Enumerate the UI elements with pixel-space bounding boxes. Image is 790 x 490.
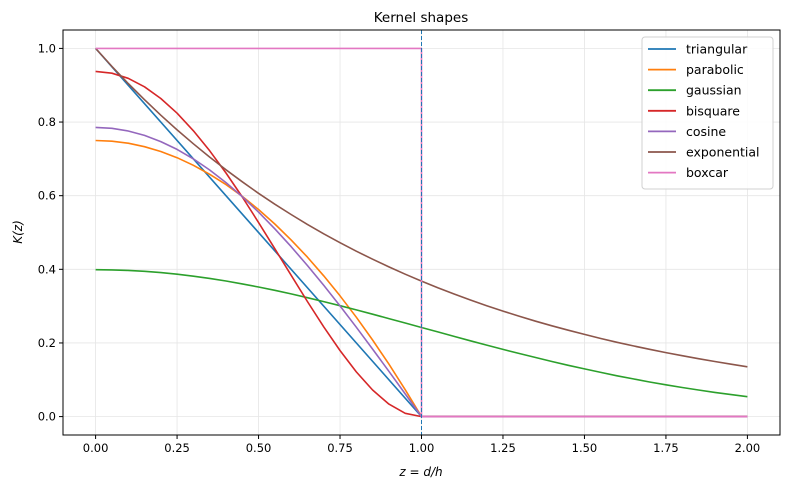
x-tick-label: 2.00 [735, 441, 761, 455]
y-tick-label: 0.8 [38, 115, 56, 129]
legend-label-boxcar: boxcar [686, 165, 729, 180]
x-tick-label: 0.25 [164, 441, 190, 455]
y-axis-label: K(z) [11, 220, 25, 244]
legend-label-cosine: cosine [686, 124, 726, 139]
x-tick-label: 1.75 [653, 441, 679, 455]
y-tick-label: 0.4 [38, 262, 56, 276]
x-tick-label: 0.00 [83, 441, 109, 455]
y-tick-label: 1.0 [38, 41, 56, 55]
legend: triangular parabolic gaussian bisquare cosin… [641, 36, 774, 190]
x-ticks: 0.00 0.25 0.50 0.75 1.00 1.25 1.50 1.75 2.00 [83, 435, 760, 455]
series-line-boxcar [95, 47, 748, 418]
y-ticks: 0.0 0.2 0.4 0.6 0.8 1.0 [38, 41, 63, 424]
x-tick-label: 1.50 [572, 441, 598, 455]
legend-label-parabolic: parabolic [686, 62, 744, 77]
legend-label-gaussian: gaussian [686, 83, 742, 98]
x-tick-label: 0.75 [327, 441, 353, 455]
series-line-bisquare [95, 70, 748, 418]
y-tick-label: 0.6 [38, 189, 56, 203]
chart-title: Kernel shapes [374, 10, 468, 26]
legend-label-bisquare: bisquare [686, 103, 740, 118]
x-tick-label: 1.25 [490, 441, 516, 455]
x-axis-label: z = d/h [398, 465, 442, 479]
x-tick-label: 1.00 [409, 441, 435, 455]
legend-label-triangular: triangular [686, 42, 748, 57]
series-line-cosine [95, 126, 748, 418]
y-tick-label: 0.2 [38, 336, 56, 350]
y-tick-label: 0.0 [38, 410, 56, 424]
x-tick-label: 0.50 [246, 441, 272, 455]
legend-label-exponential: exponential [686, 145, 760, 160]
legend-box [641, 36, 774, 190]
series-lines [95, 30, 748, 435]
series-line-parabolic [95, 139, 748, 418]
